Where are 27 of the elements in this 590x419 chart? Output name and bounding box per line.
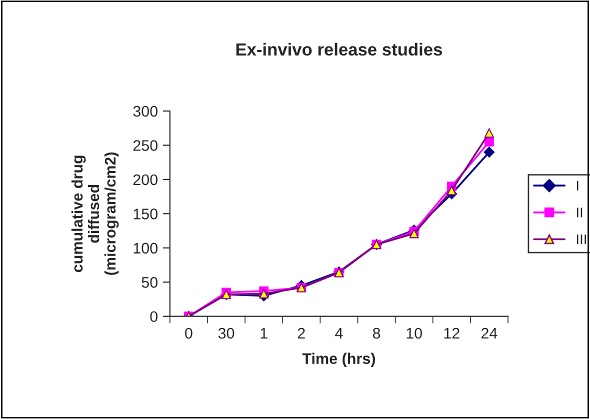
- legend-label: III: [576, 234, 586, 244]
- point: [446, 186, 456, 196]
- y-axis-title: cumulative drug diffused (microgram/cm2): [71, 152, 119, 275]
- x-tick-label: 1: [260, 328, 268, 339]
- point: [484, 146, 495, 158]
- chart-title: Ex-invivo release studies: [236, 42, 442, 56]
- y-tick-label: 250: [133, 140, 158, 151]
- x-tick-label: 0: [185, 328, 192, 339]
- x-tick-label: 30: [218, 328, 234, 339]
- x-tick-label: 10: [406, 328, 422, 339]
- x-axis-title: Time (hrs): [302, 352, 375, 368]
- y-tick-label: 300: [133, 106, 158, 117]
- y-tick-label: 200: [133, 174, 158, 186]
- y-tick-label: 150: [134, 208, 158, 220]
- legend-label: II: [576, 208, 582, 218]
- y-tick-label: 100: [134, 242, 158, 254]
- x-tick-label: 8: [372, 328, 380, 339]
- x-tick-label: 12: [444, 328, 460, 339]
- legend-label: I: [576, 180, 578, 190]
- point: [259, 289, 269, 298]
- point: [484, 128, 494, 138]
- point: [484, 137, 494, 147]
- x-tick-label: 24: [481, 328, 498, 339]
- x-tick-label: 4: [335, 328, 343, 339]
- y-tick-label: 50: [142, 276, 158, 288]
- x-tick-label: 2: [298, 328, 305, 339]
- y-tick-label: 0: [150, 311, 158, 322]
